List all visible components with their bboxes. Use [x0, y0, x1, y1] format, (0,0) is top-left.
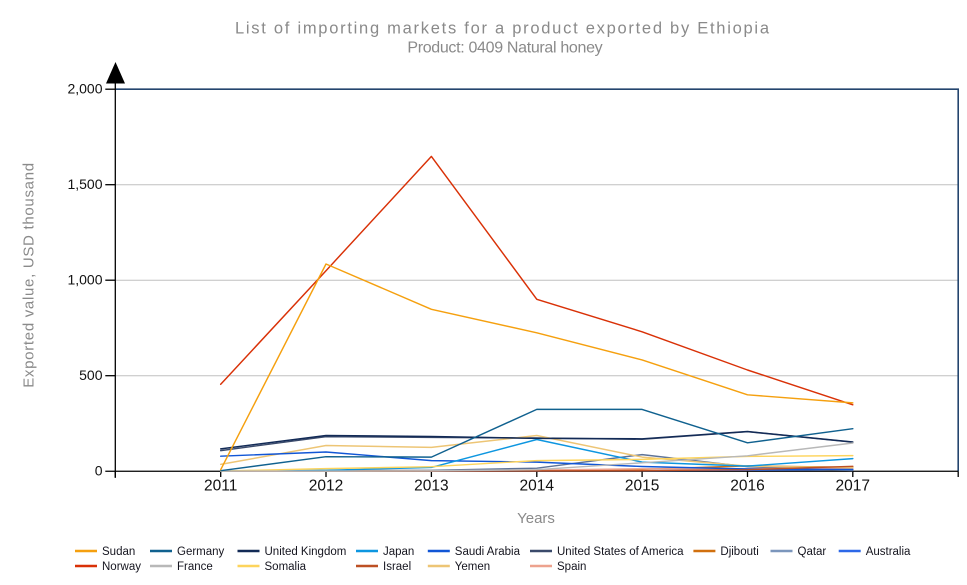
svg-text:500: 500 [79, 367, 103, 383]
svg-text:0: 0 [95, 463, 103, 479]
svg-text:Qatar: Qatar [798, 546, 827, 558]
svg-text:United Kingdom: United Kingdom [265, 546, 347, 558]
svg-text:Yemen: Yemen [455, 561, 490, 573]
svg-text:Germany: Germany [177, 546, 225, 558]
svg-text:Years: Years [517, 510, 555, 527]
svg-text:2,000: 2,000 [67, 80, 102, 96]
svg-text:Norway: Norway [102, 561, 141, 573]
svg-text:Product: 0409 Natural honey: Product: 0409 Natural honey [407, 40, 602, 57]
svg-text:Japan: Japan [383, 546, 414, 558]
svg-text:2015: 2015 [625, 478, 659, 495]
svg-text:Exported value, USD thousand: Exported value, USD thousand [21, 162, 38, 388]
svg-text:Djibouti: Djibouti [720, 546, 758, 558]
svg-text:2012: 2012 [309, 478, 343, 495]
svg-text:Australia: Australia [866, 546, 911, 558]
svg-text:2017: 2017 [836, 478, 870, 495]
svg-text:Israel: Israel [383, 561, 411, 573]
svg-text:Somalia: Somalia [265, 561, 307, 573]
svg-text:Saudi Arabia: Saudi Arabia [455, 546, 521, 558]
svg-text:1,500: 1,500 [67, 176, 102, 192]
svg-text:2011: 2011 [204, 478, 237, 495]
svg-text:United States of America: United States of America [557, 546, 684, 558]
svg-text:2014: 2014 [520, 478, 555, 495]
svg-text:2016: 2016 [730, 478, 764, 495]
svg-text:1,000: 1,000 [67, 271, 102, 287]
svg-text:Spain: Spain [557, 561, 586, 573]
svg-text:France: France [177, 561, 213, 573]
svg-text:2013: 2013 [414, 478, 448, 495]
svg-text:Sudan: Sudan [102, 546, 135, 558]
